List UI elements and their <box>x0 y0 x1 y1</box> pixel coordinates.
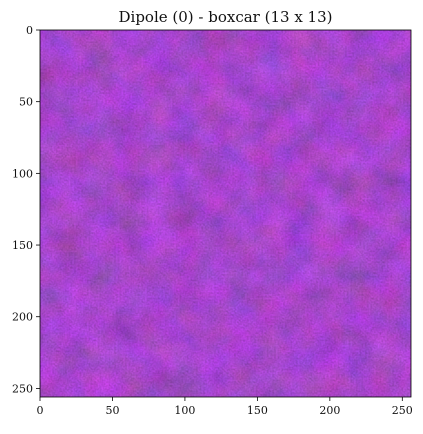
x-tick-label: 0 <box>37 404 44 417</box>
y-tick-label: 250 <box>12 382 33 395</box>
y-tick-label: 200 <box>12 311 33 324</box>
chart-title: Dipole (0) - boxcar (13 x 13) <box>118 8 333 26</box>
x-axis: 0 50 100 150 200 250 <box>37 397 413 417</box>
y-tick-label: 100 <box>12 167 33 180</box>
x-tick-label: 250 <box>392 404 413 417</box>
y-tick-label: 150 <box>12 239 33 252</box>
x-tick-label: 100 <box>174 404 195 417</box>
y-axis: 0 50 100 150 200 250 <box>12 24 40 395</box>
y-tick-label: 50 <box>19 96 33 109</box>
heatmap-fine-texture <box>40 30 411 397</box>
y-tick-label: 0 <box>26 24 33 37</box>
plot-frame <box>39 29 412 398</box>
x-tick-label: 50 <box>105 404 119 417</box>
x-tick-label: 200 <box>319 404 340 417</box>
x-tick-label: 150 <box>247 404 268 417</box>
plot-area <box>39 29 412 398</box>
